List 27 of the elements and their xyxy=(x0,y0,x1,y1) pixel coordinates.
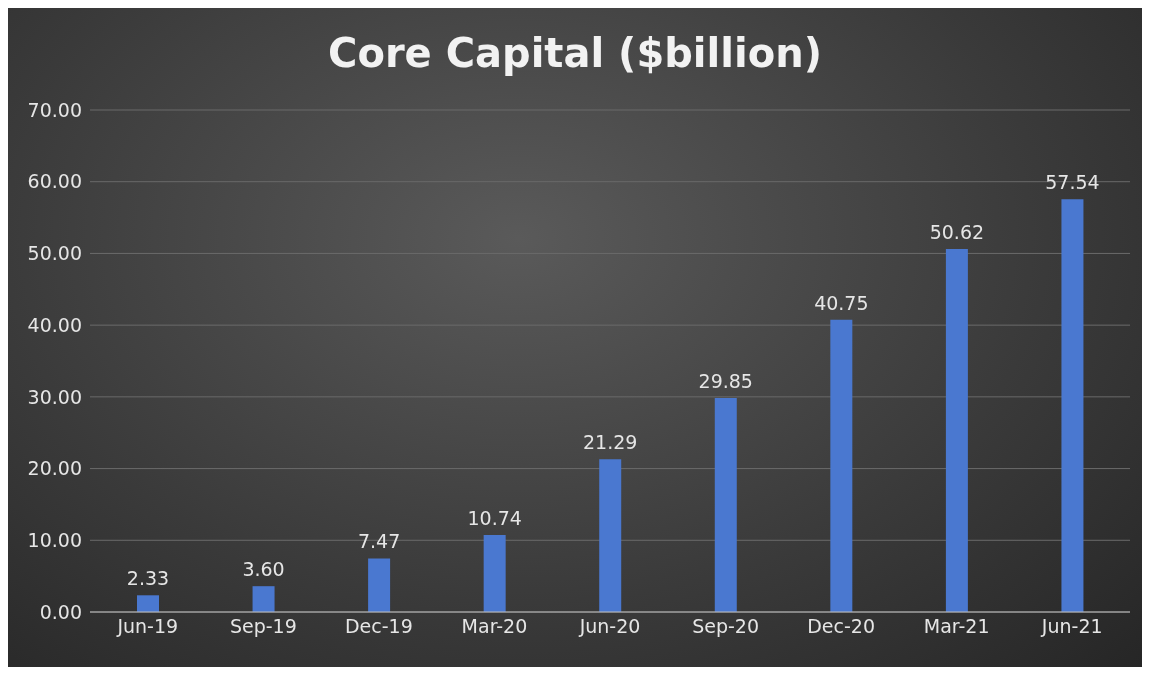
x-tick-label: Jun-20 xyxy=(578,615,641,638)
x-tick-label: Dec-19 xyxy=(344,615,413,638)
data-label: 7.47 xyxy=(357,530,401,553)
x-tick-label: Jun-19 xyxy=(116,615,179,638)
data-label: 2.33 xyxy=(126,567,170,590)
x-tick-label: Dec-20 xyxy=(807,615,876,638)
data-label: 40.75 xyxy=(814,291,869,314)
y-tick-label: 70.00 xyxy=(27,98,82,121)
y-tick-label: 0.00 xyxy=(39,600,82,623)
x-tick-label: Mar-21 xyxy=(923,615,990,638)
data-label: 57.54 xyxy=(1045,171,1100,194)
data-label: 50.62 xyxy=(929,220,985,243)
data-label: 10.74 xyxy=(467,506,522,529)
y-tick-label: 10.00 xyxy=(27,529,82,552)
y-tick-label: 20.00 xyxy=(27,457,82,480)
x-tick-label: Jun-21 xyxy=(1040,615,1103,638)
data-label: 3.60 xyxy=(242,558,285,581)
data-label: 29.85 xyxy=(698,369,753,392)
y-tick-label: 30.00 xyxy=(27,385,82,408)
y-tick-label: 50.00 xyxy=(27,242,82,265)
x-tick-label: Sep-19 xyxy=(229,615,297,638)
x-tick-label: Mar-20 xyxy=(461,615,528,638)
y-tick-label: 40.00 xyxy=(27,313,82,336)
chart-title: Core Capital ($billion) xyxy=(327,30,823,76)
data-label: 21.29 xyxy=(583,431,638,454)
y-tick-label: 60.00 xyxy=(27,170,82,193)
x-tick-label: Sep-20 xyxy=(692,615,759,638)
